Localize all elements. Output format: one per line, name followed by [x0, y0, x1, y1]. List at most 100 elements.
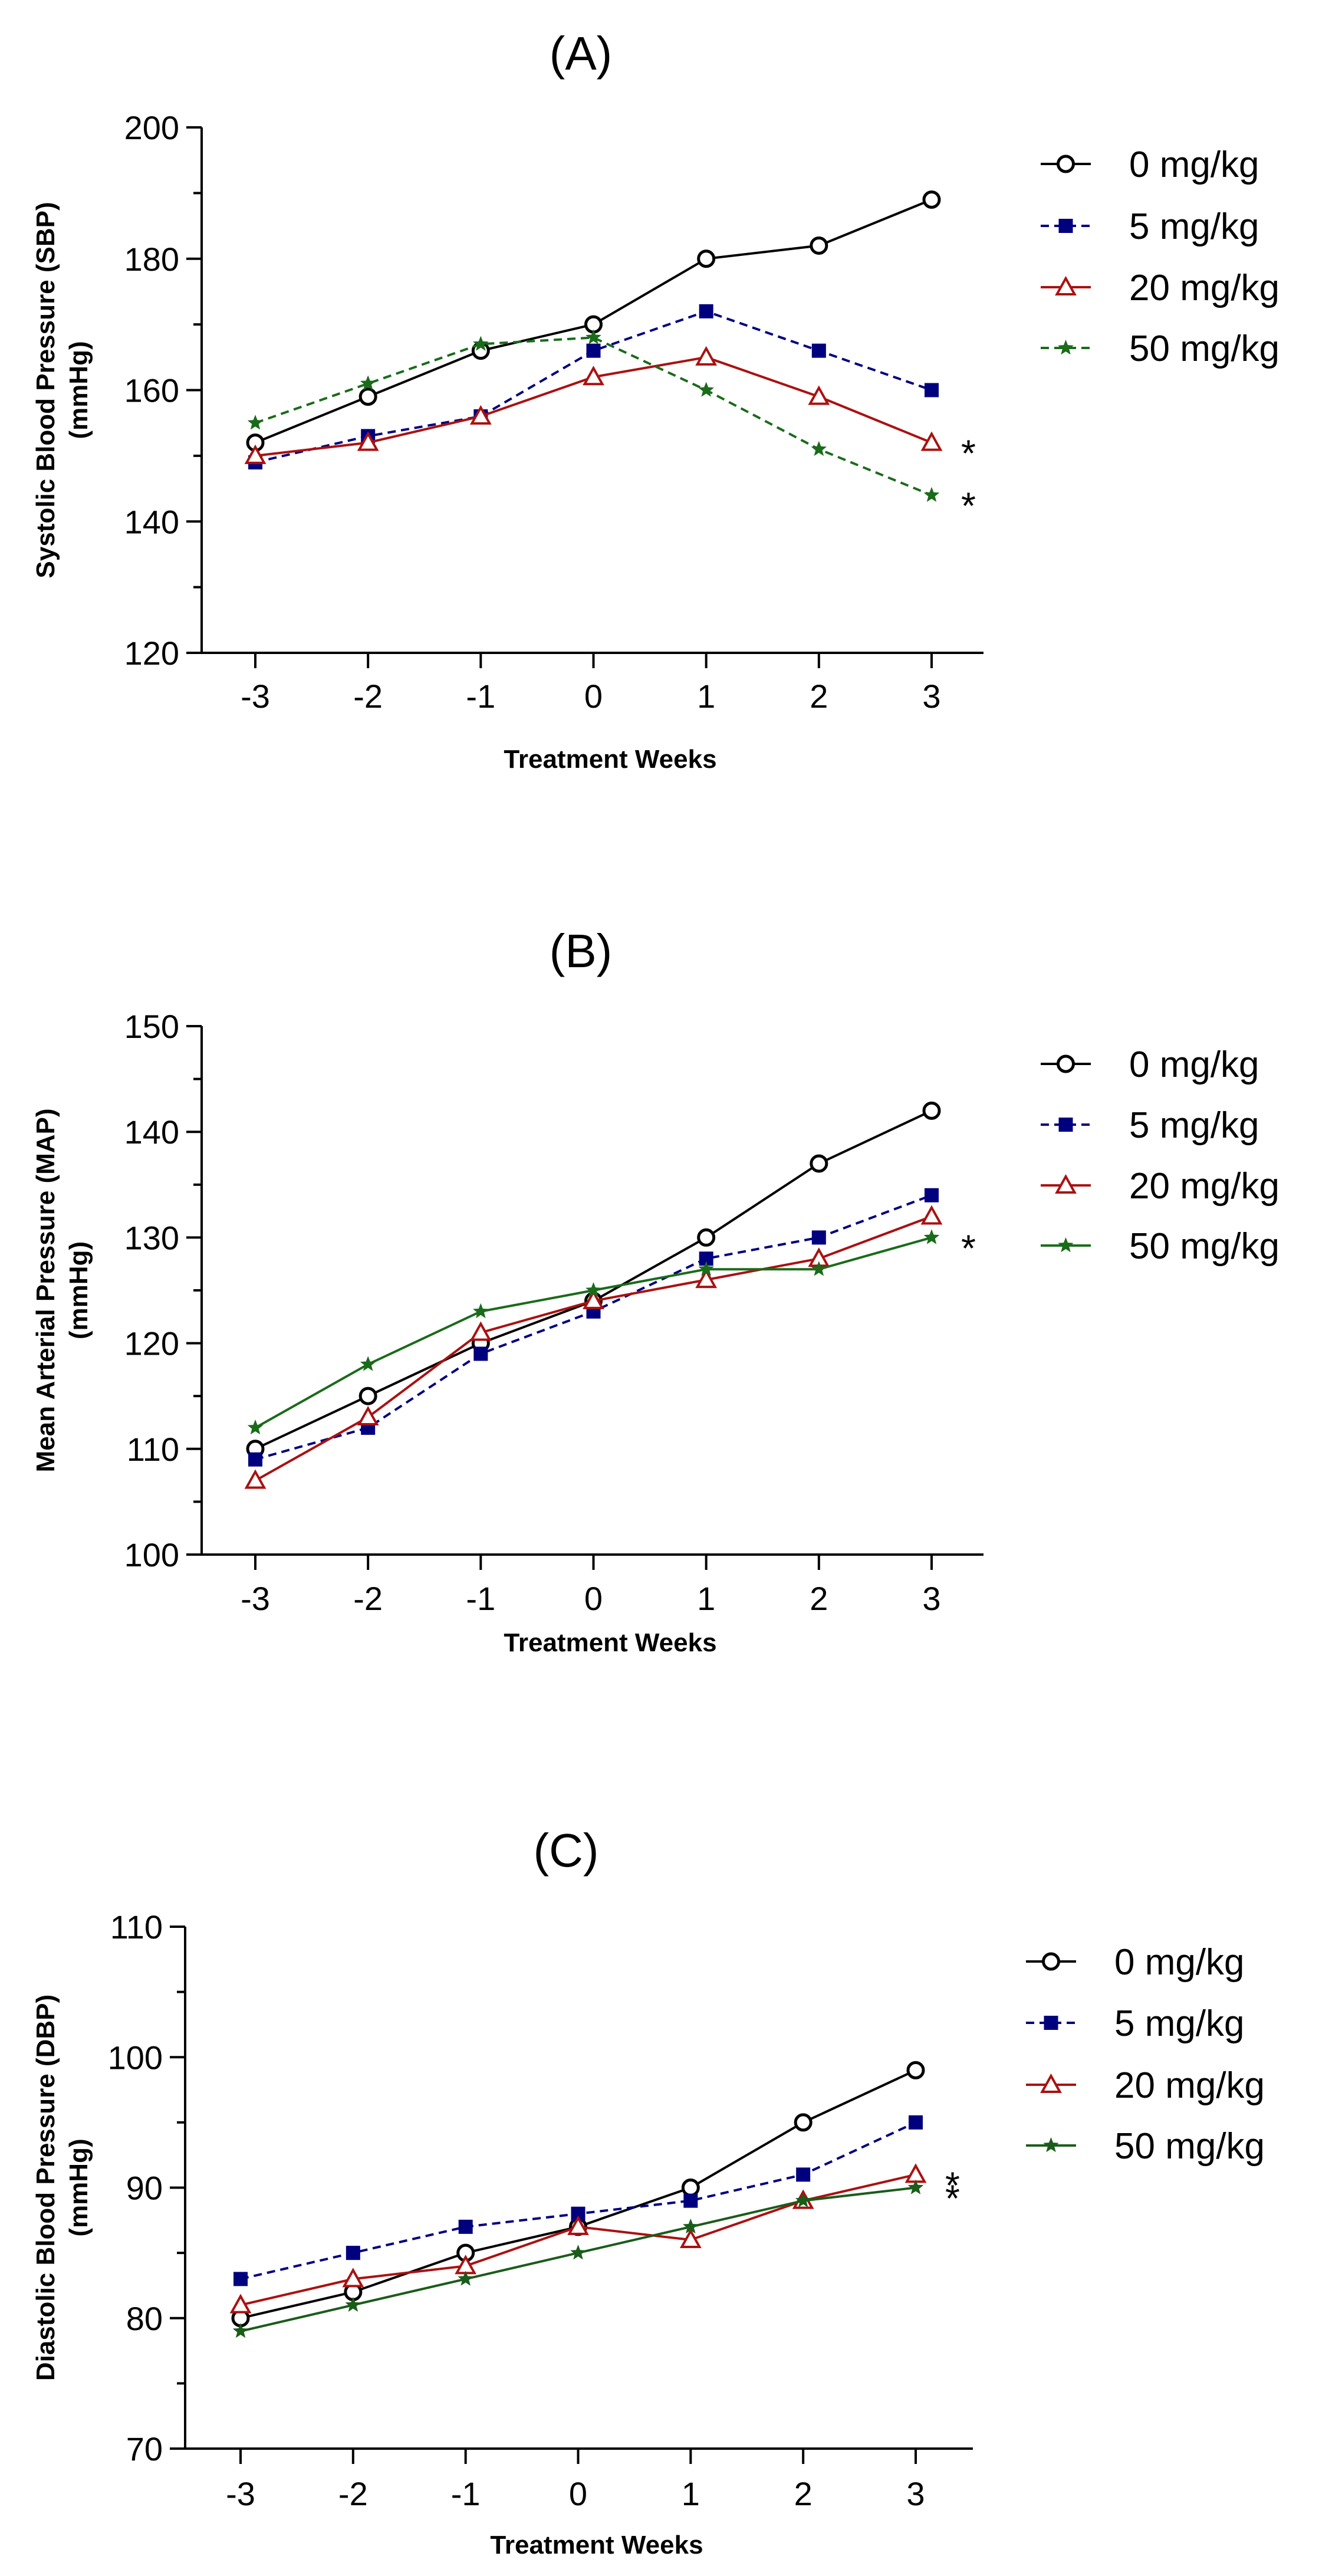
panel-a-x-tick-label: -2 — [353, 678, 383, 715]
panel-c-series-0-mg-kg — [231, 2061, 925, 2328]
panel-c-chart: (C) 70 80 90 100 110 -3 -2 -1 0 1 2 3 Treatment Weeks… — [31, 1824, 1265, 2559]
panel-b-series-20-mg-kg-point — [583, 1289, 604, 1309]
panel-b-series-0-mg-kg — [246, 1101, 941, 1458]
panel-b-series-50-mg-kg-point — [923, 1229, 940, 1244]
panel-a-series-50-mg-kg-point — [811, 441, 827, 456]
panel-b-x-tick-label: 2 — [810, 1580, 828, 1617]
panel-c-x-tick-label: 1 — [682, 2475, 700, 2512]
panel-b-series-20-mg-kg — [244, 1205, 943, 1489]
panel-b-x-axis-label: Treatment Weeks — [504, 1628, 716, 1657]
panel-a-y-tick-label: 180 — [124, 241, 179, 278]
panel-a-y-tick-label: 140 — [124, 503, 179, 540]
panel-b-series-5-mg-kg-point — [248, 1452, 262, 1467]
panel-c-series-5-mg-kg-point — [909, 2115, 923, 2130]
panel-a-series-5-mg-kg-point — [811, 343, 826, 358]
panel-c-series-50-mg-kg-point — [795, 2192, 811, 2207]
panel-b-legend-series-20-mg-kg-marker — [1055, 1174, 1077, 1194]
panel-a-x-tick-label: 3 — [922, 678, 940, 715]
panel-c-x-tick-label: 3 — [906, 2475, 925, 2512]
panel-a-legend-series-5-mg-kg-marker — [1058, 219, 1073, 233]
panel-c-y-tick-label: 90 — [126, 2170, 163, 2207]
panel-c-legend-series-20-mg-kg-label: 20 mg/kg — [1114, 2065, 1265, 2106]
panel-b-y-tick-label: 100 — [124, 1536, 179, 1573]
panel-a-legend-series-50-mg-kg-marker — [1058, 340, 1074, 355]
panel-c-series-5-mg-kg-point — [796, 2167, 811, 2182]
panel-a-y-axis-label: Systolic Blood Pressure (SBP) — [31, 202, 60, 578]
panel-b-legend-series-0-mg-kg-marker — [1057, 1054, 1075, 1073]
panel-c-series-5-mg-kg-point — [683, 2193, 698, 2208]
panel-a-series-20-mg-kg-point — [244, 444, 267, 464]
panel-c-series-5-mg-kg-point — [346, 2246, 360, 2260]
panel-c-series-50-mg-kg-point — [458, 2271, 473, 2286]
panel-b-series-0-mg-kg-point — [810, 1154, 828, 1173]
panel-c-legend-series-20-mg-kg-marker — [1040, 2073, 1062, 2093]
panel-b-series-20-mg-kg-point — [469, 1321, 492, 1341]
panel-a-x-tick-label: 0 — [584, 678, 603, 715]
panel-a-series-0-mg-kg-point — [358, 387, 377, 406]
panel-a-series-50-mg-kg-line — [255, 336, 932, 497]
panel-c-series-20-mg-kg-point — [567, 2215, 589, 2235]
panel-a-x-axis-label: Treatment Weeks — [504, 745, 716, 774]
panel-a-y-tick-label: 120 — [124, 635, 179, 672]
panel-c-series-20-mg-kg-point — [679, 2228, 702, 2248]
panel-b-series-50-mg-kg-point — [473, 1303, 489, 1319]
panel-a-legend-series-0-mg-kg-label: 0 mg/kg — [1129, 144, 1259, 185]
panel-b-title: (B) — [550, 925, 613, 977]
panel-c-series-50-mg-kg — [232, 2179, 924, 2338]
panel-c-x-tick-label: -3 — [226, 2475, 255, 2512]
panel-c-legend-series-0-mg-kg-label: 0 mg/kg — [1114, 1942, 1245, 1983]
panel-c-series-50-mg-kg-point — [232, 2322, 249, 2338]
panel-a-title: (A) — [550, 27, 613, 80]
panel-b-legend-series-50-mg-kg-marker — [1058, 1237, 1074, 1253]
panel-a-series-20-mg-kg-point — [920, 431, 943, 451]
panel-b-legend-series-5-mg-kg-label: 5 mg/kg — [1129, 1105, 1259, 1146]
panel-a-series-0-mg-kg-point — [697, 249, 716, 268]
panel-b-series-50-mg-kg-point — [247, 1420, 264, 1435]
panel-a-legend-series-50-mg-kg-label: 50 mg/kg — [1129, 328, 1279, 369]
panel-b-series-50-mg-kg-point — [360, 1356, 376, 1371]
panel-a-y-tick-label: 200 — [124, 109, 179, 146]
panel-b-series-0-mg-kg-point — [697, 1228, 716, 1247]
panel-a-series-20-mg-kg-point — [357, 431, 379, 451]
panel-c-series-20-mg-kg-line — [240, 2173, 916, 2306]
panel-b-x-tick-label: -3 — [241, 1580, 270, 1617]
panel-a-y-tick-label: 160 — [124, 372, 179, 409]
panel-a-y-axis-unit: (mmHg) — [64, 341, 93, 439]
panel-b-series-20-mg-kg-point — [920, 1205, 943, 1225]
panel-b-y-tick-label: 120 — [124, 1325, 179, 1362]
panel-b-x-tick-label: -2 — [353, 1580, 383, 1617]
panel-c-y-tick-label: 70 — [126, 2430, 163, 2467]
panel-c-series-0-mg-kg-point — [681, 2179, 700, 2197]
panel-a-series-0-mg-kg-point — [810, 236, 828, 255]
panel-c-y-axis-unit: (mmHg) — [64, 2138, 93, 2236]
panel-a-significance-mark: * — [961, 432, 976, 475]
panel-b-legend-series-50-mg-kg-label: 50 mg/kg — [1129, 1226, 1279, 1267]
panel-b-x-tick-label: -1 — [466, 1580, 495, 1617]
panel-c-x-tick-label: 2 — [794, 2475, 813, 2512]
panel-c-series-50-mg-kg-point — [345, 2296, 361, 2312]
panel-c-x-tick-label: -2 — [338, 2475, 368, 2512]
panel-c-series-20-mg-kg-point — [229, 2294, 252, 2314]
panel-b-series-5-mg-kg — [248, 1188, 939, 1467]
panel-b-y-tick-label: 110 — [127, 1431, 179, 1468]
panel-c-legend-series-5-mg-kg-label: 5 mg/kg — [1114, 2003, 1245, 2044]
panel-b-x-tick-label: 3 — [922, 1580, 940, 1617]
panel-a-legend-series-5-mg-kg-label: 5 mg/kg — [1129, 206, 1259, 247]
panel-a-series-20-mg-kg-point — [808, 385, 830, 405]
panel-b-series-20-mg-kg-point — [244, 1469, 267, 1489]
panel-a-x-tick-label: 2 — [810, 678, 828, 715]
panel-b-series-5-mg-kg-point — [473, 1346, 488, 1361]
panel-c-y-tick-label: 110 — [110, 1908, 163, 1946]
panel-b-legend-series-20-mg-kg-label: 20 mg/kg — [1129, 1166, 1279, 1207]
panel-c-title: (C) — [533, 1824, 598, 1877]
panel-a-series-50-mg-kg-point — [586, 329, 601, 344]
panel-a-series-50-mg-kg — [247, 329, 940, 502]
panel-c-legend-series-50-mg-kg-label: 50 mg/kg — [1114, 2126, 1265, 2167]
panel-a-series-20-mg-kg-point — [695, 346, 718, 366]
panel-c-x-tick-label: -1 — [451, 2475, 481, 2512]
panel-a-series-5-mg-kg-point — [925, 383, 939, 397]
panel-b-y-tick-label: 150 — [124, 1008, 179, 1045]
panel-b-series-20-mg-kg-point — [357, 1405, 379, 1426]
panel-b-series-0-mg-kg-line — [255, 1109, 932, 1450]
panel-b-series-50-mg-kg-point — [698, 1261, 714, 1276]
